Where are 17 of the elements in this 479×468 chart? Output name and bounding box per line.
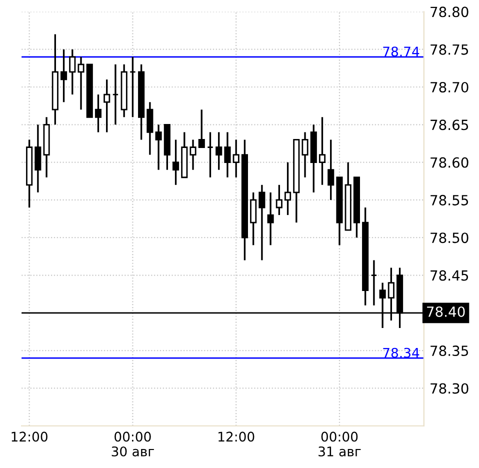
ref-line-label: 78.40 — [427, 306, 465, 317]
ref-line-label: 78.34 — [383, 348, 420, 358]
y-tick-label: 78.35 — [430, 346, 468, 356]
y-tick-label: 78.65 — [430, 120, 468, 130]
y-tick-label: 78.80 — [430, 6, 468, 18]
x-tick-label: 00:00 31 авг — [318, 432, 361, 456]
y-tick-label: 78.45 — [430, 270, 468, 281]
y-tick-label: 78.70 — [430, 82, 468, 92]
y-tick-label: 78.75 — [430, 44, 468, 55]
y-tick-label: 78.30 — [430, 383, 468, 394]
y-tick-label: 78.60 — [430, 157, 468, 168]
x-tick-label: 00:00 30 авг — [112, 432, 154, 456]
x-tick-label: 12:00 — [12, 432, 48, 442]
y-tick-label: 78.50 — [430, 232, 468, 244]
ref-line-label: 78.74 — [383, 46, 420, 57]
x-tick-label: 12:00 — [218, 432, 254, 442]
y-tick-label: 78.55 — [430, 194, 468, 206]
